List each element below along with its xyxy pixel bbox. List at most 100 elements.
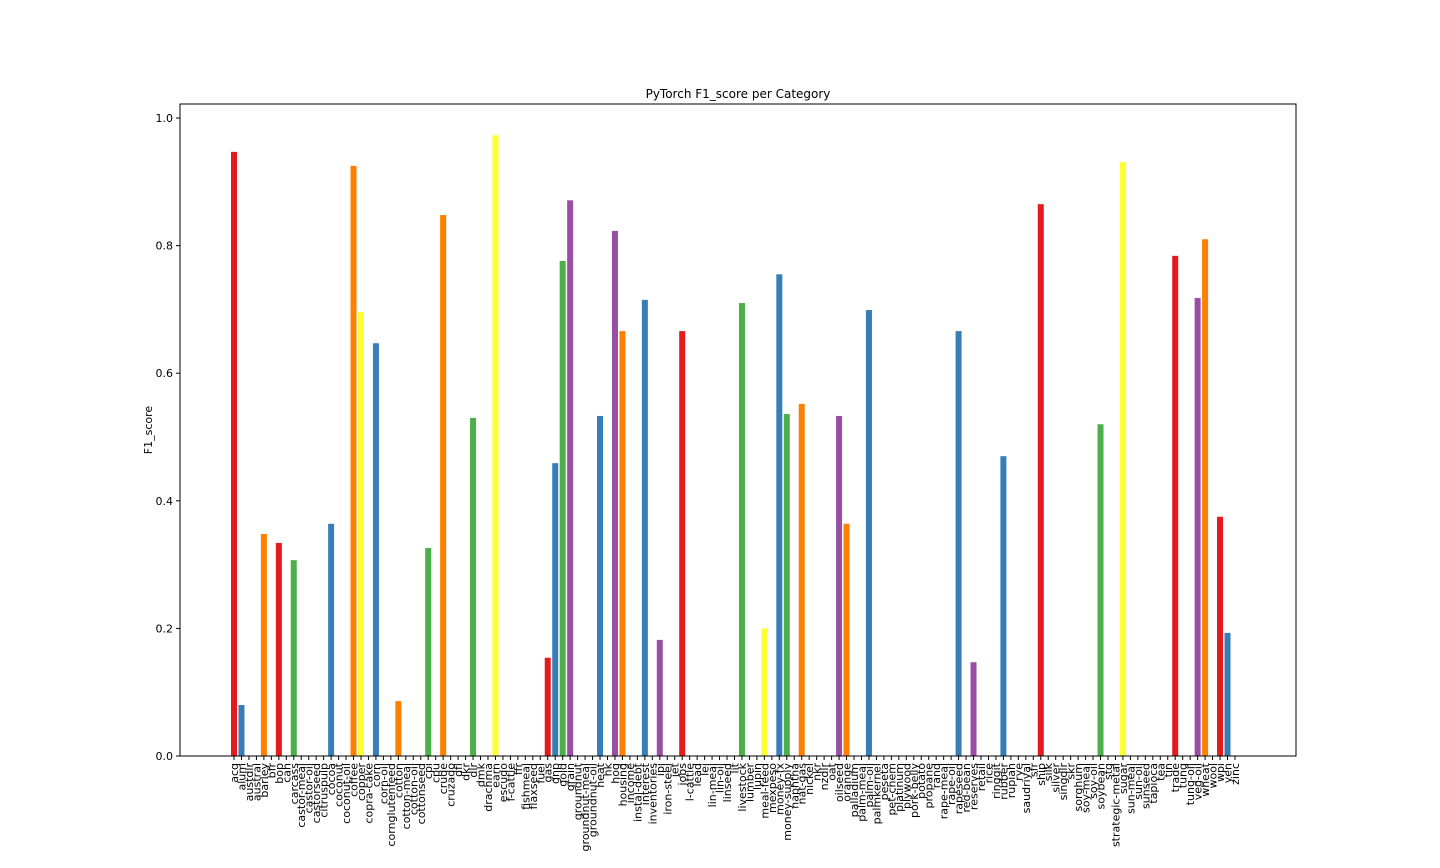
- bar: [328, 523, 335, 756]
- x-tick-label: corn: [370, 763, 383, 787]
- bar: [260, 533, 267, 756]
- bar: [656, 639, 663, 756]
- x-tick-label: red-bean: [960, 763, 973, 812]
- x-tick-label: sorghum: [1072, 763, 1085, 811]
- x-tick-label: lead: [691, 763, 704, 787]
- bar: [395, 701, 402, 756]
- bar: [1097, 424, 1104, 756]
- x-tick-label: sun-oil: [1132, 763, 1145, 800]
- bar: [738, 303, 745, 756]
- x-tick-label: bop: [273, 763, 286, 784]
- bar: [1119, 162, 1126, 756]
- x-tick-label: rupiah: [1005, 763, 1018, 798]
- x-tick-label: groundnut-oil: [587, 763, 600, 837]
- x-tick-label: lin-oil: [714, 763, 727, 793]
- chart-title: PyTorch F1_score per Category: [646, 87, 831, 101]
- x-tick-label: flaxseed: [527, 763, 540, 809]
- bar: [350, 165, 357, 757]
- bar: [552, 463, 559, 756]
- x-tick-label: sunseed: [1139, 763, 1152, 809]
- x-tick-label: income: [624, 763, 637, 804]
- x-tick-label: heat: [594, 762, 607, 787]
- x-tick-label: l-cattle: [684, 763, 697, 801]
- x-tick-label: orange: [841, 763, 854, 802]
- x-tick-label: barley: [258, 763, 271, 798]
- x-tick-label: pet-chem: [885, 763, 898, 816]
- x-tick-label: cpi: [422, 763, 435, 779]
- x-tick-label: silk: [1042, 762, 1055, 781]
- x-tick-label: cornglutenfeed: [385, 763, 398, 847]
- x-tick-label: platinum: [893, 763, 906, 812]
- bar: [425, 548, 432, 756]
- x-tick-label: austral: [250, 763, 263, 801]
- bar: [597, 415, 604, 756]
- x-tick-label: soybean: [1095, 763, 1108, 809]
- y-tick-label: 0.6: [156, 367, 174, 380]
- x-tick-label: carcass: [288, 763, 301, 805]
- bar: [275, 542, 282, 756]
- x-tick-label: rape-meal: [938, 763, 951, 819]
- x-tick-label: iron-steel: [661, 763, 674, 815]
- x-tick-label: dlr: [467, 763, 480, 778]
- x-tick-label: yen: [1222, 763, 1235, 783]
- x-tick-label: alum: [235, 763, 248, 790]
- bar: [1172, 255, 1179, 756]
- x-tick-label: veg-oil: [1192, 763, 1205, 800]
- bar: [559, 260, 566, 756]
- x-tick-label: reserves: [968, 763, 981, 810]
- bar: [567, 200, 574, 756]
- x-tick-label: acq: [228, 763, 241, 783]
- x-tick-label: cotton-meal: [400, 763, 413, 829]
- x-tick-label: austdlr: [243, 763, 256, 802]
- x-tick-label: ffr: [512, 763, 525, 776]
- x-tick-label: lit: [728, 762, 741, 773]
- x-tick-label: potato: [915, 763, 928, 799]
- bar: [1000, 456, 1007, 756]
- x-tick-label: tung: [1177, 763, 1190, 788]
- x-tick-label: can: [280, 763, 293, 783]
- bar: [1217, 516, 1224, 756]
- x-tick-label: rice: [982, 763, 995, 784]
- x-tick-label: castorseed: [310, 763, 323, 823]
- bar: [1224, 632, 1231, 756]
- x-tick-label: lin-meal: [706, 763, 719, 807]
- x-tick-label: inventories: [646, 763, 659, 825]
- bar: [641, 299, 648, 756]
- x-tick-label: tapioca: [1147, 763, 1160, 804]
- bar: [619, 331, 626, 756]
- y-tick-label: 0.0: [156, 750, 174, 763]
- bar: [1037, 204, 1044, 757]
- y-tick-label: 0.2: [156, 622, 174, 635]
- bar: [970, 662, 977, 756]
- x-tick-label: castor-oil: [303, 763, 316, 813]
- x-tick-label: silver: [1050, 763, 1063, 793]
- x-tick-label: stg: [1102, 763, 1115, 780]
- x-tick-label: citruspulp: [318, 763, 331, 818]
- x-tick-label: palm-oil: [863, 763, 876, 808]
- x-tick-label: drachma: [482, 763, 495, 812]
- x-tick-label: trade: [1169, 763, 1182, 793]
- x-tick-label: cocoa: [325, 763, 338, 795]
- x-tick-label: interest: [639, 762, 652, 805]
- x-tick-label: gold: [557, 763, 570, 787]
- x-tick-label: rye: [1012, 763, 1025, 781]
- x-tick-label: jobs: [676, 763, 689, 787]
- x-tick-label: palmkernel: [870, 763, 883, 824]
- x-tick-label: housing: [616, 763, 629, 806]
- bar: [836, 415, 843, 756]
- x-tick-label: skr: [1065, 763, 1078, 780]
- x-tick-label: ipi: [654, 763, 667, 776]
- x-tick-label: money-fx: [773, 763, 786, 815]
- x-tick-label: groundnut: [572, 762, 585, 820]
- bar: [843, 523, 850, 756]
- x-tick-label: copper: [355, 763, 368, 802]
- x-tick-label: nickel: [803, 763, 816, 795]
- x-tick-label: bfr: [265, 763, 278, 779]
- x-tick-label: rape-oil: [945, 763, 958, 805]
- x-tick-label: hk: [602, 762, 615, 776]
- x-tick-label: cotton: [392, 763, 405, 798]
- x-tick-label: nkr: [811, 763, 824, 781]
- x-tick-label: lupin: [751, 763, 764, 790]
- bar: [492, 135, 499, 757]
